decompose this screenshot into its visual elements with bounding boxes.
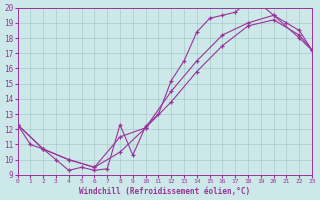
X-axis label: Windchill (Refroidissement éolien,°C): Windchill (Refroidissement éolien,°C) [79,187,250,196]
